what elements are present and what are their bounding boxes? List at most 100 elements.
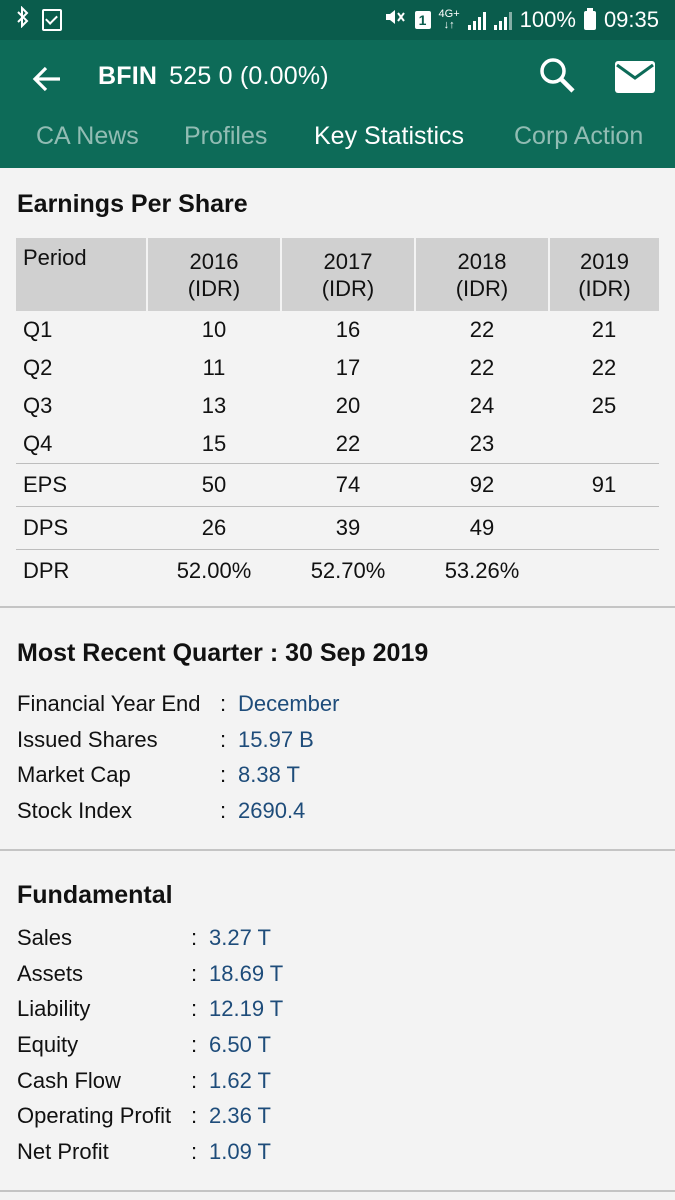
list-item: Market Cap:8.38 T [17, 757, 339, 793]
table-cell: 49 [415, 506, 549, 550]
table-row: DPR 52.00% 52.70% 53.26% [16, 549, 659, 592]
list-item: Liability:12.19 T [17, 991, 283, 1027]
item-value: 3.27 T [209, 924, 271, 950]
table-row: EPS 50 74 92 91 [16, 463, 659, 507]
status-bar: 1 4G+ ↓↑ 100% 09:35 [0, 0, 675, 40]
table-row: DPS 26 39 49 [16, 506, 659, 550]
item-label: Net Profit [17, 1138, 109, 1164]
bluetooth-icon [16, 5, 30, 34]
list-item: Sales:3.27 T [17, 920, 283, 956]
battery-percent: 100% [519, 7, 576, 32]
header-2017: 2017 (IDR) [281, 238, 416, 311]
item-value: 15.97 B [238, 726, 314, 752]
row-label: DPR [16, 549, 147, 592]
eps-title: Earnings Per Share [17, 190, 248, 218]
table-row: Q1 10 16 22 21 [16, 311, 659, 349]
divider [0, 1190, 675, 1192]
table-cell: 13 [201, 393, 227, 418]
mail-icon[interactable] [614, 60, 656, 94]
list-item: Operating Profit:2.36 T [17, 1098, 283, 1134]
tab-bar: CA News Profiles Key Statistics Corp Act… [0, 116, 675, 168]
eps-header-row: Period 2016 (IDR) 2017 (IDR) 2018 (IDR) 201… [16, 238, 659, 311]
table-cell: 15 [201, 431, 227, 456]
network-type-icon: 4G+ ↓↑ [438, 8, 460, 31]
table-cell: 24 [469, 393, 495, 418]
table-row: Q3 13 20 24 25 [16, 387, 659, 425]
table-cell: 52.00% [147, 549, 281, 592]
signal-icon-1 [467, 10, 486, 30]
row-label: Q3 [23, 393, 53, 418]
tab-corp-action[interactable]: Corp Action [514, 122, 644, 150]
list-item: Stock Index:2690.4 [17, 793, 339, 829]
sim-icon: 1 [414, 11, 431, 29]
table-cell: 91 [549, 463, 659, 507]
list-item: Cash Flow:1.62 T [17, 1063, 283, 1099]
separator: : [220, 726, 227, 752]
row-label: EPS [16, 463, 147, 507]
recent-quarter-title: Most Recent Quarter : 30 Sep 2019 [17, 639, 429, 667]
item-label: Assets [17, 960, 84, 986]
list-item: Assets:18.69 T [17, 956, 283, 992]
tab-profiles[interactable]: Profiles [184, 122, 268, 150]
list-item: Net Profit:1.09 T [17, 1134, 283, 1170]
item-value: 2690.4 [238, 797, 306, 823]
tab-key-statistics[interactable]: Key Statistics [314, 122, 465, 150]
divider [0, 849, 675, 851]
mute-icon [383, 6, 407, 34]
table-cell: 11 [202, 355, 226, 380]
separator: : [191, 996, 198, 1022]
separator: : [191, 1031, 198, 1057]
item-value: 12.19 T [209, 996, 284, 1022]
tab-ca-news[interactable]: CA News [36, 122, 139, 150]
search-icon[interactable] [538, 56, 576, 96]
table-cell: 21 [591, 317, 617, 342]
table-cell: 22 [469, 317, 495, 342]
price-change: 525 0 (0.00%) [169, 62, 329, 90]
separator: : [220, 797, 227, 823]
row-label: Q2 [23, 355, 53, 380]
table-cell [549, 549, 659, 592]
separator: : [191, 960, 198, 986]
item-label: Stock Index [17, 797, 132, 823]
separator: : [191, 1067, 198, 1093]
table-cell: 20 [335, 393, 361, 418]
table-cell: 23 [469, 431, 495, 456]
item-label: Operating Profit [17, 1103, 172, 1129]
eps-table: Period 2016 (IDR) 2017 (IDR) 2018 (IDR) 201… [16, 238, 659, 592]
item-value: 2.36 T [209, 1103, 271, 1129]
recent-quarter-list: Financial Year End: December Issued Shares… [17, 686, 339, 829]
table-cell: 22 [591, 355, 617, 380]
table-cell: 74 [281, 463, 415, 507]
clock: 09:35 [603, 7, 659, 32]
signal-icon-2 [493, 10, 512, 30]
item-value: 1.62 T [209, 1067, 271, 1093]
header-2016: 2016 (IDR) [147, 238, 282, 311]
separator: : [191, 1138, 198, 1164]
header-2019: 2019 (IDR) [549, 238, 659, 311]
item-label: Issued Shares [17, 726, 158, 752]
table-cell: 10 [201, 317, 227, 342]
table-cell: 92 [415, 463, 549, 507]
row-label: DPS [16, 506, 147, 550]
table-cell: 22 [335, 431, 361, 456]
list-item: Financial Year End: December [17, 686, 339, 722]
header-2018: 2018 (IDR) [415, 238, 550, 311]
item-label: Sales [17, 924, 73, 950]
separator: : [191, 924, 198, 950]
item-label: Equity [17, 1031, 79, 1057]
checkbox-notification-icon [42, 9, 62, 31]
item-value: 18.69 T [209, 960, 284, 986]
table-row: Q4 15 22 23 [16, 425, 659, 464]
fundamental-title: Fundamental [17, 881, 173, 909]
separator: : [220, 690, 227, 716]
battery-icon [583, 7, 596, 30]
table-cell [549, 506, 659, 550]
table-cell [549, 425, 659, 464]
back-arrow-icon[interactable] [30, 62, 64, 96]
row-label: Q4 [23, 431, 53, 456]
table-cell: 17 [335, 355, 361, 380]
divider [0, 606, 675, 608]
table-cell: 39 [281, 506, 415, 550]
table-row: Q2 11 17 22 22 [16, 349, 659, 387]
item-value: 1.09 T [209, 1138, 271, 1164]
